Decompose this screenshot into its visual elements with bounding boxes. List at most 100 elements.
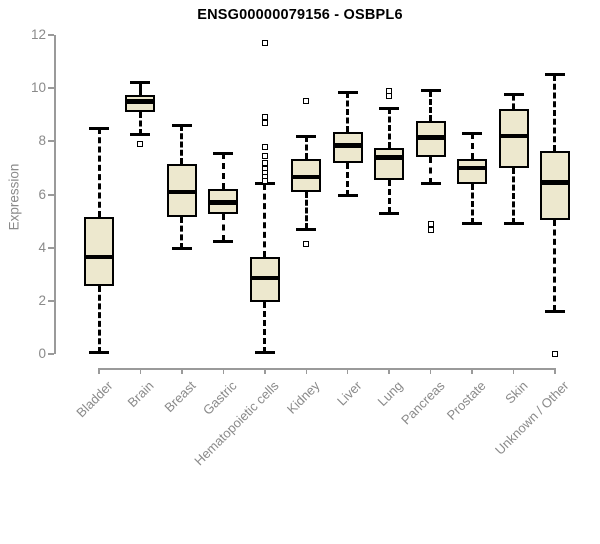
median-line: [539, 180, 570, 185]
lower-whisker-cap: [171, 247, 192, 251]
upper-whisker-line: [553, 74, 557, 151]
upper-whisker-line: [512, 94, 515, 110]
outlier-point: [427, 227, 434, 234]
lower-whisker-line: [346, 162, 350, 196]
lower-whisker-cap: [379, 211, 400, 215]
y-tick-label: 10: [30, 80, 46, 96]
outlier-point: [551, 351, 558, 357]
lower-whisker-cap: [462, 222, 483, 226]
x-axis-tick: [139, 368, 142, 374]
y-tick-label: 6: [38, 186, 46, 202]
x-axis-tick: [471, 368, 473, 374]
x-axis-tick: [512, 368, 515, 374]
x-axis-line: [98, 368, 556, 370]
median-line: [457, 165, 488, 171]
lower-whisker-line: [512, 167, 515, 224]
upper-whisker-line: [263, 183, 267, 257]
outlier-point: [261, 178, 268, 185]
iqr-box: [374, 147, 405, 180]
upper-whisker-line: [138, 82, 142, 95]
upper-whisker-line: [221, 153, 225, 190]
upper-whisker-cap: [462, 131, 483, 135]
upper-whisker-cap: [503, 93, 524, 97]
outlier-point: [261, 143, 268, 150]
upper-whisker-cap: [420, 89, 441, 93]
lower-whisker-line: [553, 219, 557, 312]
median-line: [415, 135, 446, 140]
upper-whisker-cap: [130, 81, 151, 85]
y-tick-label: 12: [30, 27, 46, 42]
outlier-point: [386, 93, 393, 100]
outlier-point: [261, 152, 268, 159]
upper-whisker-cap: [296, 134, 317, 138]
y-tick-label: 2: [38, 292, 46, 308]
y-axis-tick: [48, 353, 54, 355]
upper-whisker-line: [97, 128, 101, 218]
upper-whisker-line: [470, 133, 474, 159]
outlier-point: [303, 240, 310, 247]
lower-whisker-cap: [130, 133, 151, 137]
median-line: [498, 133, 529, 139]
chart-title: ENSG00000079156 - OSBPL6: [197, 7, 403, 23]
upper-whisker-line: [387, 108, 391, 148]
lower-whisker-line: [180, 217, 184, 249]
lower-whisker-line: [470, 183, 474, 224]
median-line: [249, 275, 280, 281]
upper-whisker-cap: [337, 90, 358, 94]
lower-whisker-cap: [337, 194, 358, 198]
x-axis-tick: [98, 368, 100, 374]
iqr-box: [457, 158, 488, 184]
outlier-point: [427, 220, 434, 227]
x-axis-tick: [429, 368, 432, 374]
upper-whisker-line: [346, 92, 350, 133]
median-line: [332, 143, 363, 148]
y-axis-tick: [48, 140, 54, 143]
lower-whisker-line: [97, 286, 101, 353]
lower-whisker-line: [263, 302, 267, 353]
outlier-point: [261, 119, 268, 126]
median-line: [291, 174, 322, 180]
y-axis-tick: [48, 34, 54, 36]
median-line: [166, 189, 197, 195]
x-axis-tick: [346, 368, 349, 374]
outlier-point: [261, 159, 268, 166]
outlier-point: [261, 39, 268, 46]
iqr-box: [84, 217, 114, 287]
lower-whisker-cap: [254, 351, 275, 355]
median-line: [125, 99, 156, 104]
x-axis-tick: [222, 368, 225, 374]
upper-whisker-line: [429, 90, 433, 122]
lower-whisker-cap: [544, 309, 565, 313]
upper-whisker-cap: [213, 151, 234, 155]
y-tick-label: 0: [38, 346, 46, 361]
outlier-point: [303, 98, 310, 105]
iqr-box: [539, 150, 570, 220]
x-axis-tick: [181, 368, 183, 374]
lower-whisker-line: [429, 157, 433, 184]
upper-whisker-cap: [379, 106, 400, 110]
lower-whisker-line: [304, 191, 308, 230]
x-axis-tick: [388, 368, 390, 374]
median-line: [208, 200, 239, 205]
upper-whisker-cap: [544, 73, 565, 77]
lower-whisker-line: [387, 179, 391, 214]
y-axis-tick: [48, 246, 54, 249]
y-tick-label: 8: [38, 133, 46, 149]
y-axis-tick: [48, 87, 54, 90]
lower-whisker-cap: [420, 182, 441, 186]
y-tick-label: 4: [38, 239, 46, 255]
y-axis-tick: [48, 193, 54, 196]
upper-whisker-line: [304, 136, 308, 159]
lower-whisker-cap: [503, 222, 524, 226]
y-axis-tick: [48, 299, 54, 302]
x-axis-tick: [554, 368, 556, 374]
upper-whisker-line: [180, 125, 184, 164]
upper-whisker-cap: [171, 123, 192, 127]
y-axis-line: [54, 35, 56, 354]
outlier-point: [137, 140, 144, 147]
x-axis-tick: [305, 368, 307, 374]
upper-whisker-cap: [89, 126, 109, 130]
median-line: [374, 155, 405, 160]
x-axis-tick: [264, 368, 266, 374]
